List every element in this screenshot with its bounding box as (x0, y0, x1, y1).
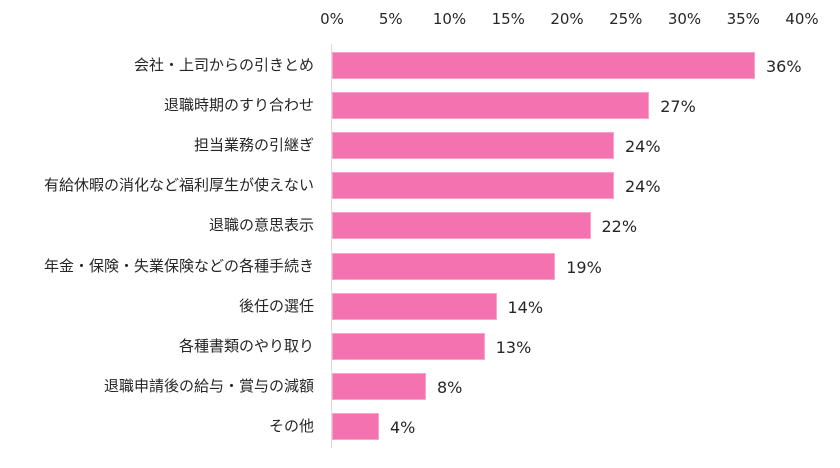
bar (332, 212, 591, 240)
x-tick-label: 20% (550, 10, 584, 28)
value-label: 13% (495, 337, 532, 357)
category-label: 各種書類のやり取り (178, 336, 314, 355)
bar (332, 92, 650, 120)
value-label: 22% (601, 217, 638, 237)
bar (332, 252, 556, 280)
bar-row: 後任の選任 14% (0, 292, 840, 320)
category-label: 年金・保険・失業保険などの各種手続き (43, 256, 314, 275)
bar-row: 有給休暇の消化など福利厚生が使えない 24% (0, 172, 840, 200)
value-label: 19% (566, 257, 602, 277)
bar (332, 372, 426, 400)
x-tick-label: 10% (432, 10, 467, 28)
bar (332, 332, 485, 360)
bar-row: 退職申請後の給与・賞与の減額 8% (0, 372, 840, 400)
category-label: 有給休暇の消化など福利厚生が使えない (43, 176, 314, 195)
bar (332, 292, 497, 320)
value-label: 36% (766, 57, 802, 76)
value-label: 14% (507, 297, 544, 317)
value-label: 27% (660, 97, 696, 117)
value-label: 24% (625, 177, 661, 197)
value-label: 8% (437, 377, 463, 397)
value-label: 4% (390, 417, 416, 437)
y-axis-line (331, 44, 332, 448)
x-tick-label: 5% (378, 10, 403, 28)
x-tick-label: 40% (785, 10, 819, 28)
bar-row: 退職の意思表示 22% (0, 212, 840, 240)
bar-row: その他 4% (0, 412, 840, 440)
bar (332, 172, 614, 200)
bar (332, 132, 614, 160)
category-label: 退職時期のすり合わせ (163, 96, 314, 115)
category-label: 退職の意思表示 (208, 216, 314, 235)
category-label: 後任の選任 (238, 296, 314, 315)
bar-row: 年金・保険・失業保険などの各種手続き 19% (0, 252, 840, 280)
category-label: 退職申請後の給与・賞与の減額 (103, 376, 314, 395)
x-tick-label: 30% (667, 10, 702, 28)
value-label: 24% (625, 137, 661, 157)
x-tick-label: 25% (609, 10, 643, 28)
bar (332, 52, 755, 79)
category-label: その他 (268, 416, 314, 435)
bar (332, 412, 379, 440)
x-tick-label: 15% (491, 10, 525, 28)
x-tick-label: 0% (320, 10, 344, 28)
x-tick-label: 35% (726, 10, 760, 28)
bar-row: 会社・上司からの引きとめ 36% (0, 52, 840, 79)
bar-row: 退職時期のすり合わせ 27% (0, 92, 840, 120)
category-label: 会社・上司からの引きとめ (133, 56, 314, 74)
bar-row: 各種書類のやり取り 13% (0, 332, 840, 360)
category-label: 担当業務の引継ぎ (193, 136, 314, 155)
bar-row: 担当業務の引継ぎ 24% (0, 132, 840, 160)
